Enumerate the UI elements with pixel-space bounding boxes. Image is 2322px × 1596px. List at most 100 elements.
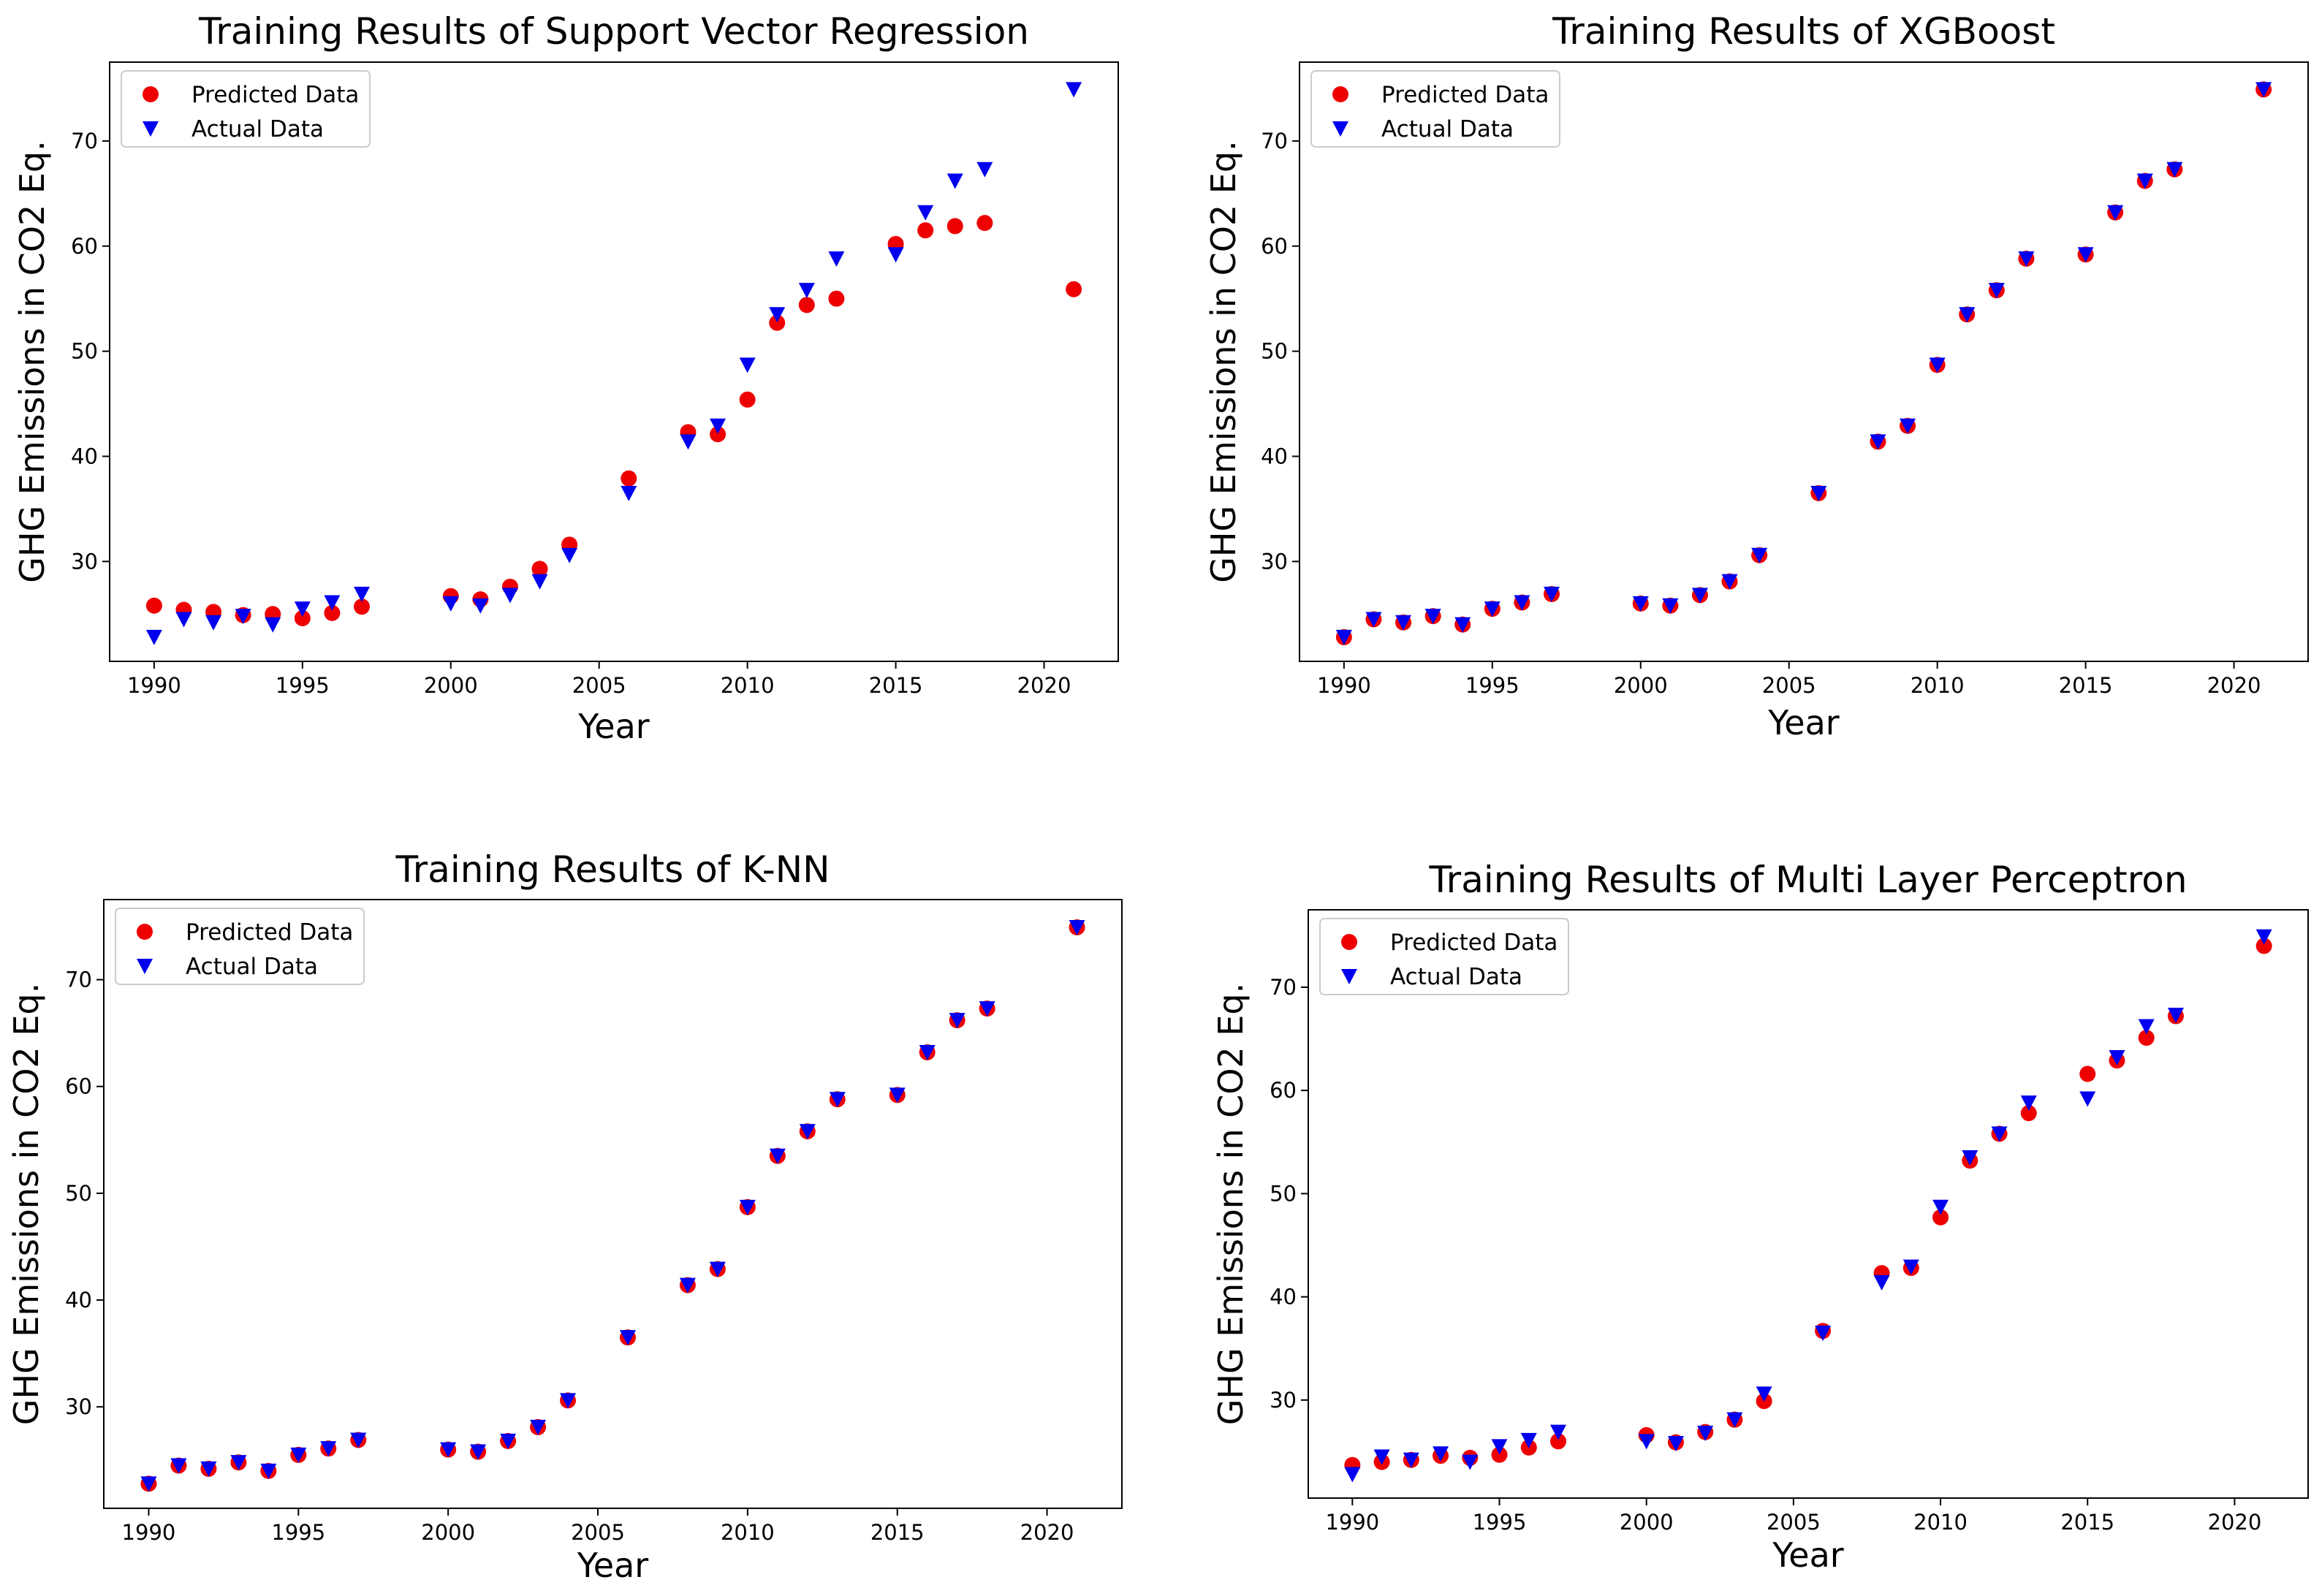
actual-point bbox=[2018, 251, 2035, 267]
predicted-point bbox=[769, 314, 786, 331]
actual-point bbox=[1900, 418, 1916, 434]
legend-label: Actual Data bbox=[1381, 116, 1514, 142]
actual-point bbox=[561, 547, 578, 563]
x-tick-label: 2015 bbox=[869, 673, 923, 698]
x-tick-label: 2010 bbox=[1911, 673, 1965, 698]
actual-point bbox=[739, 357, 756, 373]
actual-point bbox=[1902, 1259, 1919, 1275]
actual-point bbox=[501, 588, 518, 604]
actual-point bbox=[140, 1476, 157, 1492]
predicted-point bbox=[531, 560, 548, 577]
chart-panel-1: Training Results of Support Vector Regre… bbox=[12, 10, 1119, 746]
actual-point bbox=[205, 615, 222, 631]
actual-point bbox=[769, 307, 786, 323]
legend-box bbox=[115, 908, 365, 985]
predicted-point bbox=[917, 222, 934, 239]
actual-point bbox=[1454, 617, 1471, 633]
x-tick-label: 2015 bbox=[2060, 1510, 2114, 1535]
actual-point bbox=[2020, 1095, 2037, 1112]
x-tick-label: 1990 bbox=[122, 1520, 176, 1545]
x-tick-label: 1990 bbox=[1325, 1510, 1379, 1535]
actual-point bbox=[2136, 173, 2153, 189]
series-actual-data bbox=[145, 82, 1082, 645]
y-tick-label: 70 bbox=[1261, 129, 1288, 153]
actual-point bbox=[680, 434, 697, 450]
y-tick-label: 50 bbox=[65, 1181, 92, 1206]
actual-point bbox=[1721, 574, 1738, 590]
y-axis-label: GHG Emissions in CO2 Eq. bbox=[7, 983, 46, 1425]
legend-actual-marker bbox=[137, 959, 153, 974]
legend-label: Actual Data bbox=[186, 954, 318, 980]
x-tick-label: 2005 bbox=[1767, 1510, 1821, 1535]
actual-point bbox=[2079, 1091, 2096, 1107]
y-tick-label: 70 bbox=[71, 129, 98, 153]
actual-point bbox=[1870, 434, 1886, 450]
legend-label: Predicted Data bbox=[1390, 930, 1558, 956]
actual-point bbox=[1638, 1434, 1655, 1450]
legend-actual-marker bbox=[1332, 121, 1348, 137]
x-tick-label: 1990 bbox=[1317, 673, 1371, 698]
legend-label: Predicted Data bbox=[191, 82, 359, 108]
actual-point bbox=[919, 1044, 936, 1060]
actual-point bbox=[799, 1124, 816, 1140]
actual-point bbox=[1756, 1386, 1772, 1402]
x-tick-label: 2005 bbox=[572, 673, 626, 698]
actual-point bbox=[354, 586, 370, 602]
actual-point bbox=[1873, 1274, 1890, 1291]
plot-area bbox=[109, 61, 1119, 662]
actual-point bbox=[2255, 929, 2272, 945]
actual-point bbox=[710, 418, 726, 434]
series-actual-data bbox=[1335, 82, 2272, 645]
actual-point bbox=[1066, 82, 1082, 98]
actual-point bbox=[976, 162, 993, 178]
actual-point bbox=[739, 1199, 756, 1215]
predicted-point bbox=[2255, 938, 2272, 954]
legend-actual-marker bbox=[1341, 969, 1357, 984]
predicted-point bbox=[145, 597, 162, 614]
x-tick-label: 2000 bbox=[1614, 673, 1668, 698]
x-tick-label: 1995 bbox=[276, 673, 330, 698]
y-tick-label: 70 bbox=[65, 968, 92, 992]
actual-point bbox=[1514, 595, 1530, 611]
legend: Predicted Data Actual Data bbox=[121, 70, 371, 148]
series-actual-data bbox=[140, 919, 1085, 1492]
x-tick-label: 2015 bbox=[2059, 673, 2113, 698]
x-tick-label: 1995 bbox=[1473, 1510, 1527, 1535]
predicted-point bbox=[2138, 1030, 2155, 1046]
y-axis-label: GHG Emissions in CO2 Eq. bbox=[1211, 983, 1251, 1425]
actual-point bbox=[320, 1441, 337, 1457]
chart-title: Training Results of Multi Layer Perceptr… bbox=[1428, 859, 2187, 901]
series-actual-data bbox=[1344, 929, 2272, 1483]
actual-point bbox=[265, 617, 281, 633]
actual-point bbox=[1815, 1326, 1832, 1342]
predicted-point bbox=[710, 426, 726, 443]
plot-area bbox=[1299, 61, 2309, 662]
predicted-point bbox=[324, 604, 341, 621]
actual-point bbox=[1544, 586, 1560, 602]
y-tick-label: 40 bbox=[71, 444, 98, 468]
x-tick-label: 2000 bbox=[1620, 1510, 1674, 1535]
legend-predicted-marker bbox=[1341, 934, 1357, 950]
x-tick-label: 2020 bbox=[1020, 1520, 1074, 1545]
actual-point bbox=[621, 485, 637, 501]
y-axis-label: GHG Emissions in CO2 Eq. bbox=[12, 140, 52, 582]
x-tick-label: 2005 bbox=[571, 1520, 625, 1545]
actual-point bbox=[324, 595, 341, 611]
actual-point bbox=[1373, 1449, 1390, 1465]
chart-title: Training Results of XGBoost bbox=[1552, 10, 2055, 53]
x-axis-label: Year bbox=[1772, 1535, 1843, 1575]
actual-point bbox=[798, 283, 815, 299]
x-axis-label: Year bbox=[577, 1546, 648, 1585]
legend-box bbox=[121, 70, 371, 148]
legend-actual-marker bbox=[143, 121, 159, 137]
plot-area bbox=[103, 899, 1123, 1509]
x-axis-label: Year bbox=[577, 707, 649, 746]
predicted-point bbox=[621, 470, 637, 487]
actual-point bbox=[260, 1463, 277, 1479]
x-tick-label: 2020 bbox=[2207, 673, 2261, 698]
legend: Predicted Data Actual Data bbox=[1319, 918, 1569, 995]
predicted-point bbox=[946, 218, 963, 235]
y-tick-label: 50 bbox=[71, 339, 98, 364]
legend-box bbox=[1319, 918, 1569, 995]
